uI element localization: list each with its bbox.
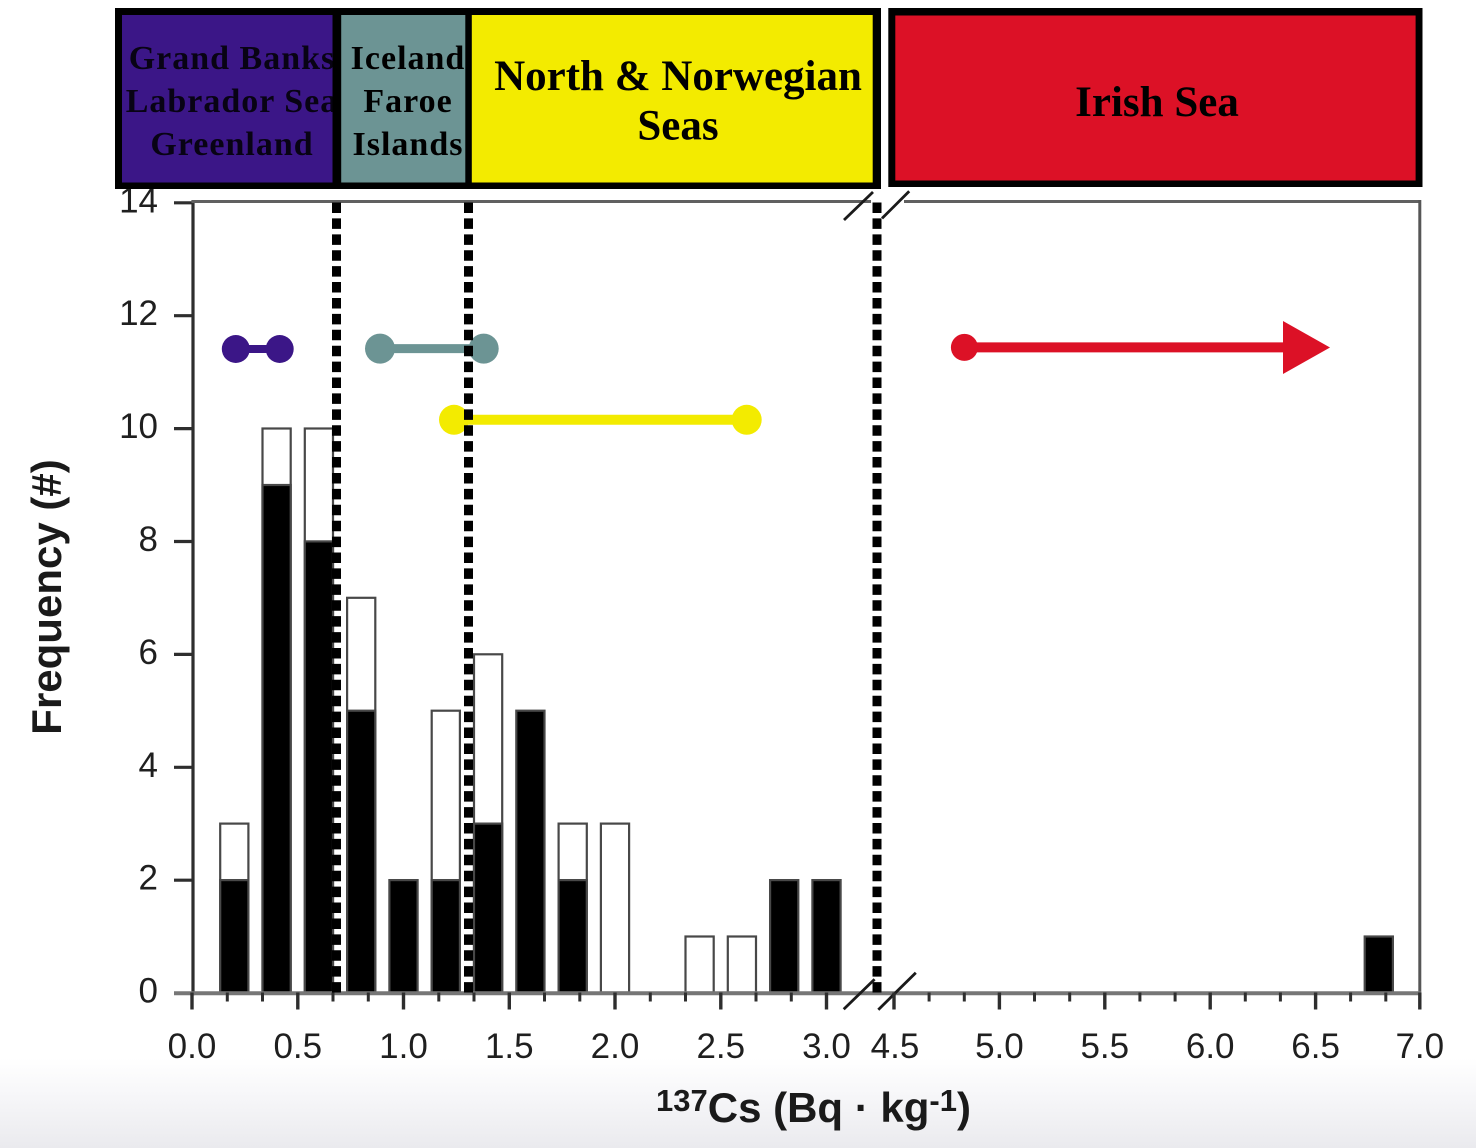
svg-text:2.5: 2.5 [696,1027,745,1066]
svg-text:Greenland: Greenland [150,126,313,163]
svg-text:6.0: 6.0 [1186,1027,1235,1066]
svg-text:2: 2 [139,859,158,898]
svg-text:Faroe: Faroe [363,83,452,120]
svg-text:2.0: 2.0 [591,1027,640,1066]
svg-text:1.5: 1.5 [485,1027,534,1066]
svg-text:4.5: 4.5 [871,1027,920,1066]
svg-text:Seas: Seas [637,103,718,150]
svg-text:Frequency (#): Frequency (#) [23,459,70,734]
svg-text:0.0: 0.0 [168,1027,217,1066]
svg-text:10: 10 [119,407,158,446]
svg-text:Islands: Islands [353,126,464,163]
svg-text:5.5: 5.5 [1080,1027,1129,1066]
svg-text:137Cs (Bq · kg-1): 137Cs (Bq · kg-1) [656,1083,971,1131]
svg-text:6: 6 [139,633,158,672]
svg-text:Iceland: Iceland [351,40,466,77]
svg-text:5.0: 5.0 [975,1027,1024,1066]
svg-text:North & Norwegian: North & Norwegian [494,53,862,100]
svg-text:0.5: 0.5 [273,1027,322,1066]
svg-text:7.0: 7.0 [1395,1027,1444,1066]
svg-text:Grand Banks: Grand Banks [129,40,336,77]
svg-text:1.0: 1.0 [379,1027,428,1066]
svg-text:12: 12 [119,294,158,333]
svg-text:8: 8 [139,520,158,559]
svg-text:Irish Sea: Irish Sea [1075,79,1239,126]
svg-text:4: 4 [139,746,158,785]
svg-text:6.5: 6.5 [1291,1027,1340,1066]
svg-text:0: 0 [139,972,158,1011]
svg-text:Labrador Sea: Labrador Sea [126,83,339,120]
svg-text:3.0: 3.0 [802,1027,851,1066]
